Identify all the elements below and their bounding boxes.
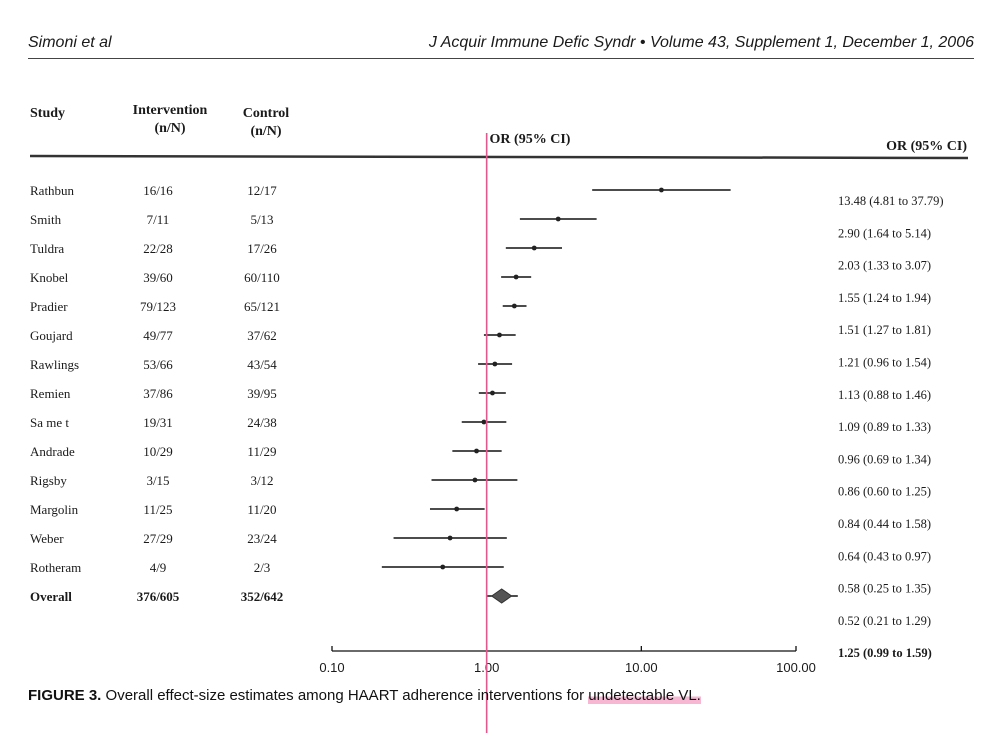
row-control: 24/38	[247, 415, 277, 430]
point-estimate	[474, 448, 479, 454]
point-estimate	[513, 274, 519, 280]
row-or-label: 1.09 (0.89 to 1.33)	[838, 420, 931, 434]
point-estimate	[481, 419, 487, 425]
row-control: 65/121	[244, 299, 280, 314]
figure-caption: FIGURE 3. Overall effect-size estimates …	[28, 687, 701, 704]
table-header-rule	[29, 154, 969, 160]
row-intervention: 7/11	[147, 212, 170, 227]
row-study: Remien	[30, 386, 71, 401]
row-control: 3/12	[250, 473, 273, 488]
row-study: Knobel	[30, 270, 69, 285]
col-header-intervention-unit: (n/N)	[154, 121, 185, 136]
running-head: Simoni et al J Acquir Immune Defic Syndr…	[28, 34, 974, 58]
row-or-label: 1.13 (0.88 to 1.46)	[838, 388, 931, 402]
col-header-intervention: Intervention	[133, 103, 208, 118]
running-head-journal: J Acquir Immune Defic Syndr • Volume 43,…	[428, 34, 974, 51]
col-header-or: OR (95% CI)	[886, 139, 967, 154]
row-intervention: 10/29	[143, 444, 173, 459]
row-intervention: 49/77	[143, 328, 173, 343]
row-control: 17/26	[247, 241, 277, 256]
row-intervention: 4/9	[150, 560, 167, 575]
row-or-label: 0.64 (0.43 to 0.97)	[838, 549, 931, 563]
col-header-control: Control	[243, 106, 290, 121]
row-control: 60/110	[244, 270, 280, 285]
row-study: Rotheram	[30, 560, 81, 575]
row-intervention: 376/605	[137, 589, 180, 604]
overall-diamond	[490, 588, 513, 604]
row-study: Rawlings	[30, 357, 79, 372]
running-head-author: Simoni et al	[28, 34, 112, 51]
caption-label: FIGURE 3.	[28, 687, 102, 704]
x-tick-label: 100.00	[776, 660, 816, 675]
row-or-label: 0.58 (0.25 to 1.35)	[838, 582, 931, 596]
row-control: 11/20	[247, 502, 276, 517]
row-intervention: 16/16	[143, 183, 173, 198]
row-intervention: 3/15	[146, 473, 169, 488]
point-estimate	[492, 361, 498, 367]
row-intervention: 22/28	[143, 241, 173, 256]
col-header-study: Study	[30, 106, 65, 121]
row-study: Overall	[30, 589, 72, 604]
row-study: Goujard	[30, 328, 73, 343]
caption-text: Overall effect-size estimates among HAAR…	[101, 687, 589, 704]
x-tick-label: 10.00	[625, 660, 658, 675]
row-control: 11/29	[247, 444, 276, 459]
point-estimate	[447, 535, 453, 541]
row-or-label: 1.25 (0.99 to 1.59)	[838, 646, 932, 660]
row-or-label: 0.96 (0.69 to 1.34)	[838, 452, 931, 466]
row-control: 5/13	[250, 212, 273, 227]
row-or-label: 0.52 (0.21 to 1.29)	[838, 614, 931, 628]
point-estimate	[454, 506, 460, 512]
row-study: Andrade	[30, 444, 75, 459]
row-study: Margolin	[30, 502, 79, 517]
row-study: Smith	[30, 212, 62, 227]
caption-highlighted-text: undetectable VL.	[588, 687, 701, 704]
row-intervention: 39/60	[143, 270, 173, 285]
row-study: Pradier	[30, 299, 68, 314]
row-intervention: 37/86	[143, 386, 173, 401]
row-study: Rathbun	[30, 183, 75, 198]
col-header-control-unit: (n/N)	[250, 124, 281, 139]
row-control: 352/642	[241, 589, 284, 604]
row-control: 37/62	[247, 328, 277, 343]
row-or-label: 2.90 (1.64 to 5.14)	[838, 226, 931, 240]
point-estimate	[555, 216, 561, 222]
row-study: Sa me t	[30, 415, 69, 430]
point-estimate	[511, 303, 517, 309]
row-or-label: 13.48 (4.81 to 37.79)	[838, 194, 944, 208]
point-estimate	[440, 564, 446, 570]
x-tick-label: 0.10	[319, 660, 344, 675]
point-estimate	[531, 245, 537, 251]
row-intervention: 79/123	[140, 299, 176, 314]
row-intervention: 53/66	[143, 357, 173, 372]
row-study: Weber	[30, 531, 64, 546]
col-header-plot: OR (95% CI)	[490, 132, 571, 147]
row-study: Tuldra	[30, 241, 64, 256]
row-intervention: 27/29	[143, 531, 173, 546]
row-intervention: 11/25	[143, 502, 172, 517]
row-study: Rigsby	[30, 473, 67, 488]
running-head-rule	[28, 58, 974, 59]
row-or-label: 2.03 (1.33 to 3.07)	[838, 259, 931, 273]
row-or-label: 0.84 (0.44 to 1.58)	[838, 517, 931, 531]
point-estimate	[472, 477, 478, 483]
row-or-label: 0.86 (0.60 to 1.25)	[838, 485, 931, 499]
row-control: 2/3	[254, 560, 271, 575]
point-estimate	[490, 390, 495, 396]
row-control: 23/24	[247, 531, 277, 546]
row-or-label: 1.21 (0.96 to 1.54)	[838, 356, 931, 370]
point-estimate	[497, 332, 502, 338]
row-control: 12/17	[247, 183, 277, 198]
row-control: 43/54	[247, 357, 277, 372]
point-estimate	[658, 187, 664, 193]
row-or-label: 1.51 (1.27 to 1.81)	[838, 323, 931, 337]
row-intervention: 19/31	[143, 415, 173, 430]
row-control: 39/95	[247, 386, 277, 401]
row-or-label: 1.55 (1.24 to 1.94)	[838, 291, 931, 305]
